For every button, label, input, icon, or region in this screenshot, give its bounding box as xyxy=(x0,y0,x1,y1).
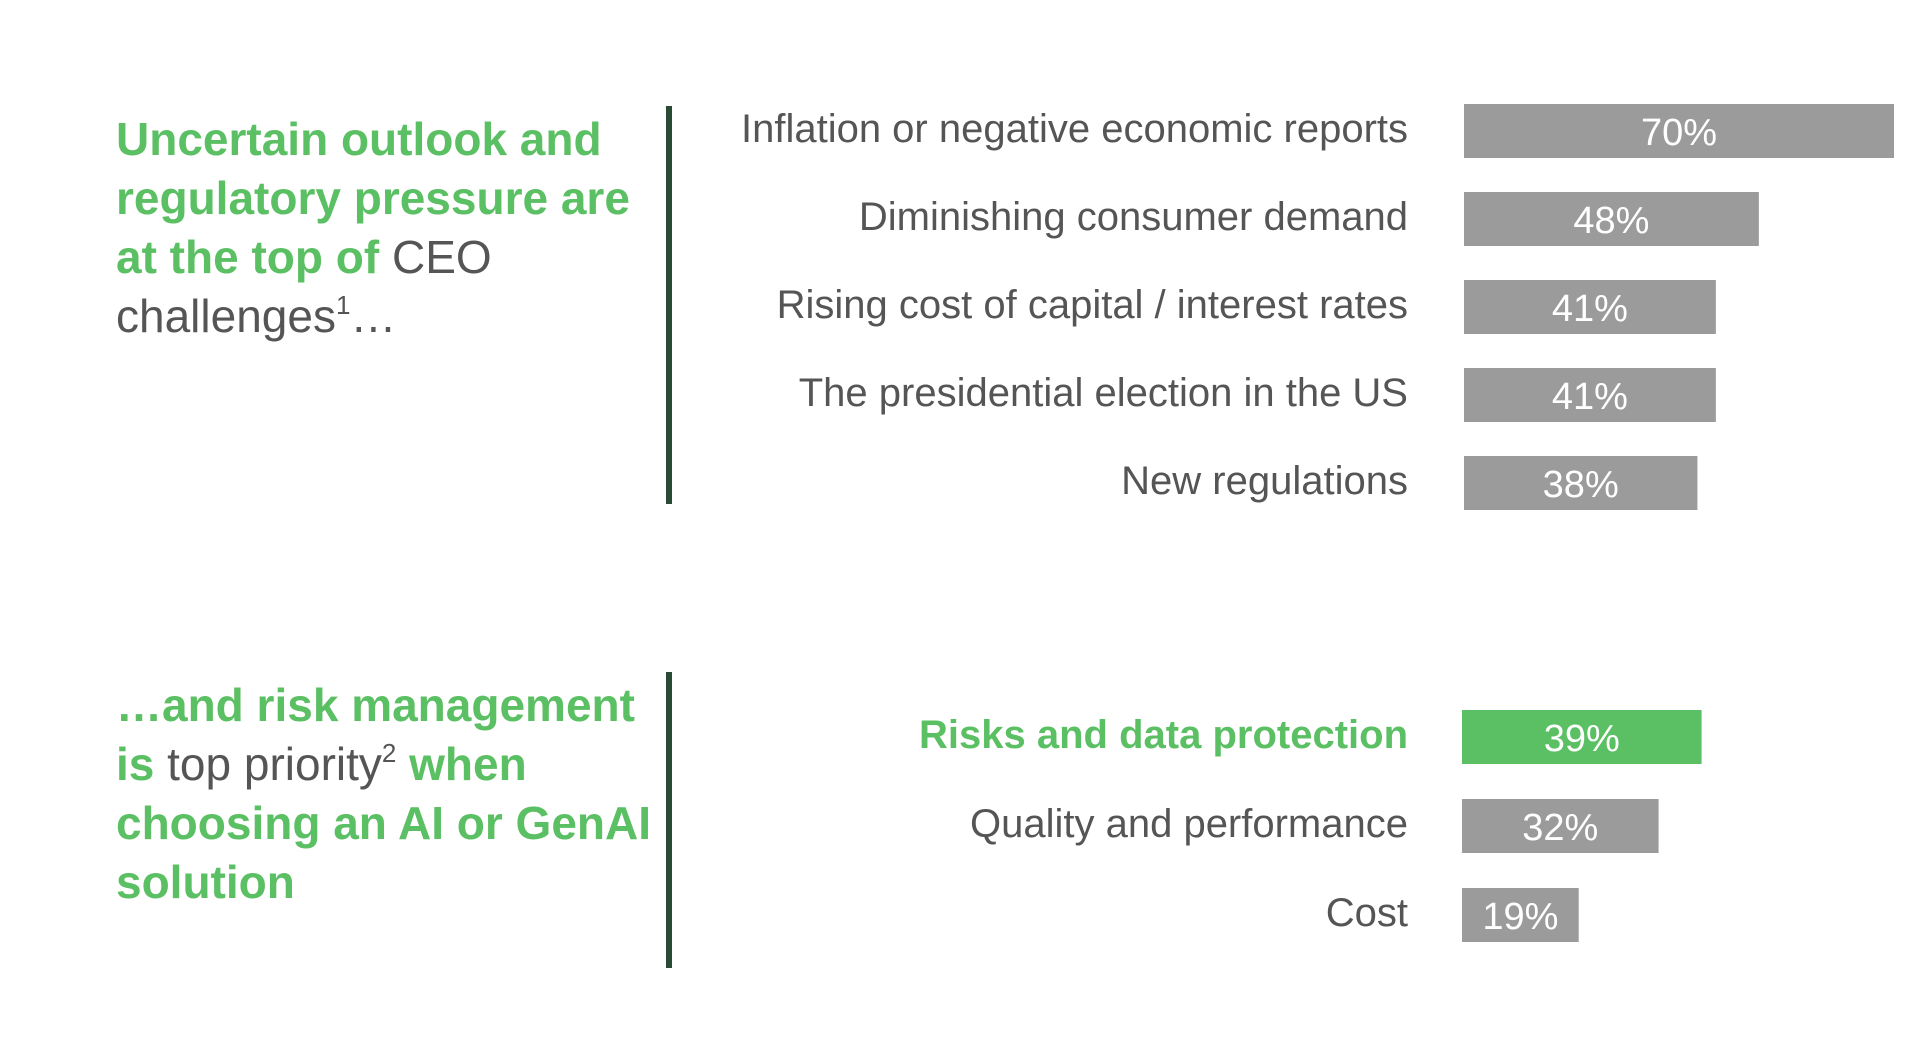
bar xyxy=(1464,192,1759,246)
bar-value-label: 48% xyxy=(1573,200,1649,242)
headline-bottom-emphasis-2: when choosing an AI or GenAI solution xyxy=(116,738,651,908)
bar-value-label: 38% xyxy=(1543,464,1619,506)
bar-value-label: 41% xyxy=(1552,288,1628,330)
bar xyxy=(1464,368,1716,422)
bar-value-label: 41% xyxy=(1552,376,1628,418)
category-label: Inflation or negative economic reports xyxy=(741,107,1408,151)
headline-risk-management: …and risk management is top priority2 wh… xyxy=(116,676,656,912)
bar xyxy=(1464,280,1716,334)
category-label: Quality and performance xyxy=(970,802,1408,846)
headline-top-text: CEO challenges xyxy=(116,231,492,342)
bar-value-label: 39% xyxy=(1544,718,1620,760)
category-label: Diminishing consumer demand xyxy=(859,195,1408,239)
divider-bottom xyxy=(666,672,672,968)
category-label: New regulations xyxy=(1121,459,1408,503)
category-label: The presidential election in the US xyxy=(799,371,1408,415)
bar xyxy=(1462,710,1702,764)
divider-top xyxy=(666,106,672,504)
headline-bottom-emphasis-1: …and risk management is xyxy=(116,679,635,790)
category-label: Risks and data protection xyxy=(919,713,1408,757)
headline-ceo-challenges: Uncertain outlook and regulatory pressur… xyxy=(116,110,656,346)
footnote-marker-2: 2 xyxy=(381,738,397,768)
bar xyxy=(1464,104,1894,158)
bar xyxy=(1464,456,1698,510)
bar xyxy=(1462,799,1659,853)
category-label: Rising cost of capital / interest rates xyxy=(777,283,1408,327)
category-label: Cost xyxy=(1326,891,1408,935)
headline-top-emphasis: Uncertain outlook and regulatory pressur… xyxy=(116,113,630,283)
footnote-marker-1: 1 xyxy=(335,290,351,320)
bar-value-label: 32% xyxy=(1522,807,1598,849)
headline-top-ellipsis: … xyxy=(350,290,397,342)
headline-bottom-text: top priority xyxy=(167,738,382,790)
bar-value-label: 70% xyxy=(1641,112,1717,154)
bar xyxy=(1462,888,1579,942)
bar-value-label: 19% xyxy=(1482,896,1558,938)
